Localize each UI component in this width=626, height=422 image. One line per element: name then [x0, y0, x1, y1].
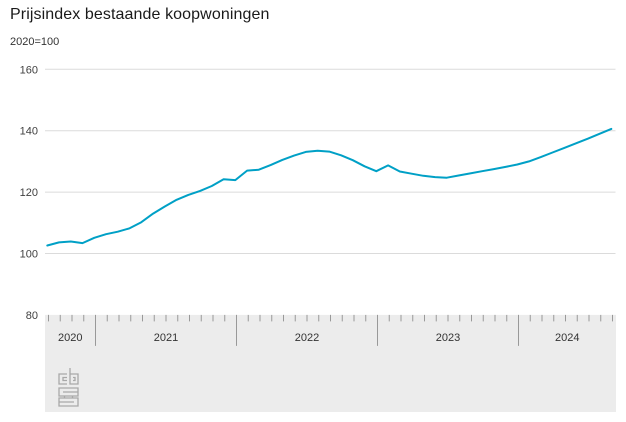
cbs-logo-letter-b — [69, 368, 79, 385]
x-axis-year-label: 2023 — [436, 332, 460, 344]
gridlines — [45, 68, 616, 254]
y-axis-tick-label: 100 — [20, 249, 38, 261]
cbs-logo-letter-c — [58, 373, 67, 385]
chart-title: Prijsindex bestaande koopwoningen — [10, 6, 270, 23]
y-axis-tick-label: 160 — [20, 64, 38, 76]
cbs-logo — [58, 368, 79, 407]
y-axis-tick-label: 120 — [20, 187, 38, 199]
cbs-logo-letter-s — [58, 387, 79, 407]
price-index-line — [46, 127, 613, 247]
x-axis-year-label: 2024 — [555, 332, 579, 344]
x-axis-band: 2020 2021 2022 2023 2024 — [45, 314, 616, 412]
y-axis-labels: 160 140 120 100 80 — [20, 64, 38, 322]
chart-subtitle: 2020=100 — [10, 36, 60, 48]
x-axis-year-label: 2020 — [58, 332, 82, 344]
x-axis-year-label: 2021 — [154, 332, 178, 344]
price-index-series — [46, 127, 613, 247]
y-axis-tick-label: 80 — [26, 310, 38, 322]
x-axis-year-label: 2022 — [295, 332, 319, 344]
x-axis-band-rect — [45, 314, 616, 412]
y-axis-tick-label: 140 — [20, 126, 38, 138]
